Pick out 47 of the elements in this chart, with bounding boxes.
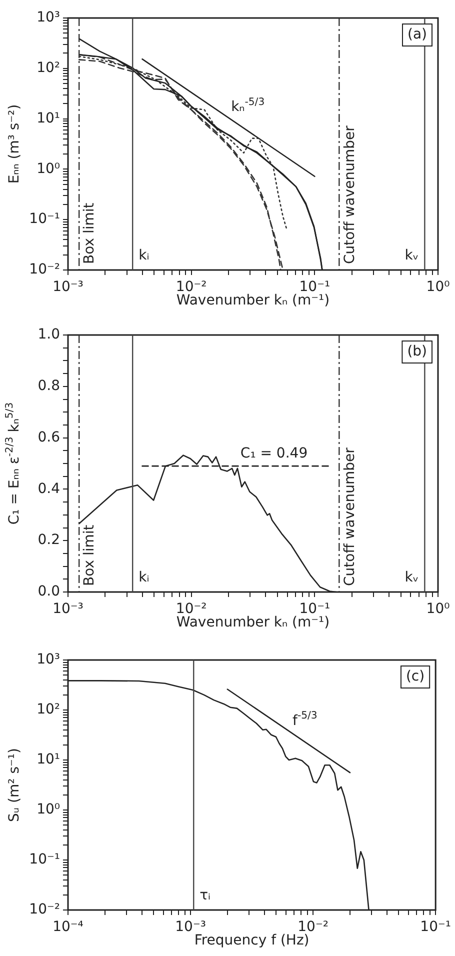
ref-line-label: Cutoff wavenumber: [342, 125, 358, 264]
y-tick-label: 10⁻¹: [29, 211, 60, 228]
y-axis-title: Eₙₙ (m³ s⁻²): [6, 104, 23, 184]
y-tick-label: 0.2: [38, 532, 60, 548]
annotation: C₁ = 0.49: [240, 446, 308, 462]
y-tick-label: 1.0: [38, 326, 60, 343]
y-axis-title: C₁ = Eₙₙ ε-2/3 kₙ5/3: [4, 402, 23, 525]
x-axis-title: Wavenumber kₙ (m⁻¹): [176, 292, 330, 309]
annotation: (c): [406, 668, 425, 685]
y-axis-title: Sᵤ (m² s⁻¹): [6, 748, 23, 822]
y-tick-label: 0.8: [38, 378, 60, 394]
ref-line-label: Box limit: [82, 524, 98, 586]
y-tick-label: 10⁻²: [29, 902, 60, 918]
y-tick-label: 0.6: [38, 429, 60, 446]
y-tick-label: 10²: [36, 60, 60, 76]
x-tick-label: 10⁻³: [52, 601, 84, 618]
x-tick-label: 10⁰: [426, 279, 450, 296]
y-tick-label: 10⁰: [36, 802, 60, 818]
ref-line-label: Cutoff wavenumber: [342, 447, 358, 586]
y-tick-label: 10¹: [36, 110, 60, 126]
ref-line-label: kᵥ: [404, 570, 419, 586]
y-tick-label: 10⁻²: [29, 262, 60, 278]
x-tick-label: 10⁻²: [298, 919, 328, 936]
ref-line-label: Box limit: [82, 202, 98, 264]
x-tick-label: 10⁻²: [176, 279, 207, 296]
y-tick-label: 10⁰: [36, 160, 60, 177]
ref-line-label: kᵢ: [138, 248, 150, 264]
annotation: (a): [407, 26, 428, 43]
y-tick-label: 0.0: [38, 584, 60, 600]
x-tick-label: 10⁻³: [52, 279, 84, 296]
annotation: (b): [407, 344, 427, 360]
y-tick-label: 10²: [36, 702, 60, 718]
y-tick-label: 10⁻¹: [29, 852, 60, 868]
y-tick-label: 10¹: [36, 752, 60, 768]
ref-line-label: τᵢ: [200, 888, 211, 904]
x-tick-label: 10⁰: [426, 601, 450, 618]
x-tick-label: 10⁻¹: [420, 919, 452, 936]
y-tick-label: 10³: [36, 10, 60, 26]
x-tick-label: 10⁻⁴: [52, 919, 84, 936]
x-tick-label: 10⁻²: [176, 601, 207, 618]
x-tick-label: 10⁻³: [175, 919, 206, 936]
x-axis-title: Frequency f (Hz): [194, 932, 310, 949]
ref-line-label: kᵥ: [404, 248, 419, 264]
ref-line-label: kᵢ: [138, 570, 150, 586]
y-tick-label: 0.4: [38, 480, 60, 497]
y-tick-label: 10³: [36, 652, 60, 668]
x-axis-title: Wavenumber kₙ (m⁻¹): [176, 614, 330, 631]
